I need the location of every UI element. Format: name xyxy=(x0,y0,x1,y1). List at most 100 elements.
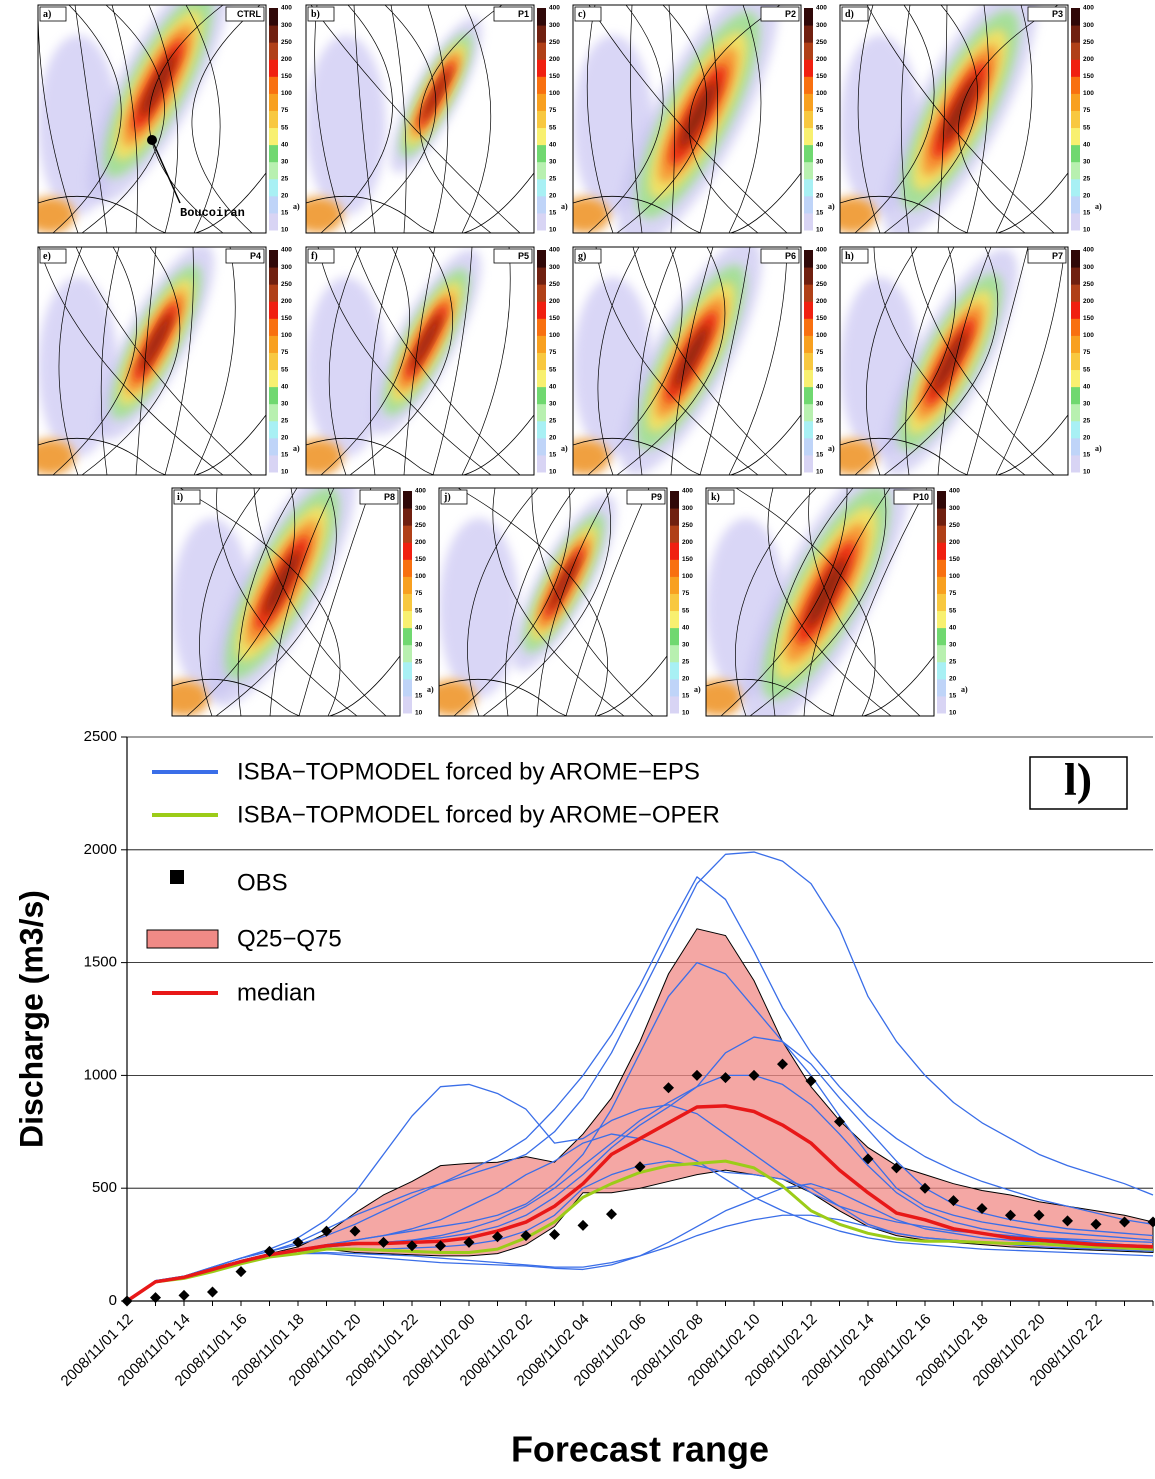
colorbar-cell xyxy=(269,42,278,60)
colorbar-tick: 10 xyxy=(816,469,824,476)
colorbar-cell xyxy=(670,610,679,629)
colorbar-cell xyxy=(670,508,679,526)
colorbar-tick: 20 xyxy=(281,193,289,200)
colorbar-cell xyxy=(1071,42,1080,60)
colorbar-tick: 75 xyxy=(1083,349,1091,356)
panel-label: e) xyxy=(43,251,51,262)
colorbar-tick: 200 xyxy=(949,539,960,546)
rain-core xyxy=(673,325,709,389)
map-area xyxy=(840,5,1068,233)
colorbar-tick: 250 xyxy=(415,522,426,529)
colorbar-cell xyxy=(269,301,278,319)
colorbar-cell xyxy=(403,542,412,560)
colorbar-tick: 20 xyxy=(1083,193,1091,200)
obs-point xyxy=(834,1116,845,1128)
colorbar-tick: 300 xyxy=(549,264,560,271)
obs-point xyxy=(1062,1215,1073,1227)
obs-point xyxy=(862,1153,874,1165)
colorbar-cell xyxy=(537,212,546,231)
rain-west xyxy=(306,35,386,215)
obs-point xyxy=(349,1225,361,1237)
median-line xyxy=(126,1104,1154,1303)
colorbar-tick: 300 xyxy=(816,22,827,29)
colorbar-tick: 150 xyxy=(415,556,426,563)
colorbar-note: a) xyxy=(293,444,300,453)
colorbar-cell xyxy=(670,559,679,577)
colorbar-tick: 300 xyxy=(949,505,960,512)
colorbar-tick: 250 xyxy=(281,281,292,288)
colorbar-tick: 250 xyxy=(549,39,560,46)
map-frame xyxy=(572,246,802,476)
colorbar-cell xyxy=(537,267,546,285)
colorbar-tick: 40 xyxy=(682,624,690,631)
colorbar-tick: 75 xyxy=(816,107,824,114)
colorbar-tick: 30 xyxy=(1083,158,1091,165)
colorbar-tick: 15 xyxy=(682,693,690,700)
colorbar-cell xyxy=(537,335,546,353)
colorbar-cell xyxy=(537,93,546,111)
colorbar-cell xyxy=(670,525,679,543)
run-label: P6 xyxy=(785,251,796,261)
colorbar-note: a) xyxy=(828,202,835,211)
colorbar-note: a) xyxy=(293,202,300,211)
colorbar-cell xyxy=(1071,144,1080,163)
colorbar-tick: 40 xyxy=(1083,141,1091,148)
oper-line xyxy=(126,1159,1154,1303)
y-tick-label: 2000 xyxy=(84,841,117,858)
colorbar-tick: 40 xyxy=(816,141,824,148)
station-label: Boucoiran xyxy=(180,206,245,220)
colorbar-tick: 400 xyxy=(949,488,960,495)
colorbar-tick: 40 xyxy=(281,383,289,390)
colorbar-cell xyxy=(804,161,813,180)
colorbar-tick: 300 xyxy=(281,264,292,271)
colorbar-tick: 15 xyxy=(816,210,824,217)
colorbar-cell xyxy=(537,8,546,26)
colorbar-tick: 15 xyxy=(1083,452,1091,459)
map-frame xyxy=(839,246,1069,476)
colorbar-cell xyxy=(537,420,546,439)
colorbar-cell xyxy=(670,542,679,560)
colorbar-cell xyxy=(804,110,813,129)
colorbar-cell xyxy=(804,420,813,439)
colorbar-cell xyxy=(269,420,278,439)
obs-point xyxy=(435,1240,446,1252)
colorbar-cell xyxy=(403,644,412,663)
rain-west xyxy=(38,277,118,457)
colorbar-cell xyxy=(937,559,946,577)
colorbar-cell xyxy=(403,508,412,526)
colorbar-tick: 150 xyxy=(949,556,960,563)
obs-point xyxy=(292,1236,304,1248)
y-tick-label: 500 xyxy=(92,1179,117,1196)
colorbar-cell xyxy=(269,195,278,214)
colorbar-tick: 400 xyxy=(549,247,560,254)
map-panel: a) CTRL 10 15 20 25 30 40 55 75 100 150 200 250 300 400… xyxy=(37,4,300,234)
colorbar-tick: 400 xyxy=(1083,5,1094,12)
obs-point xyxy=(492,1231,503,1243)
map-frame xyxy=(305,4,535,234)
colorbar-tick: 100 xyxy=(816,332,827,339)
colorbar-tick: 150 xyxy=(816,73,827,80)
colorbar-cell xyxy=(1071,195,1080,214)
colorbar-tick: 40 xyxy=(281,141,289,148)
map-area xyxy=(306,247,534,475)
colorbar-cell xyxy=(269,454,278,473)
borders xyxy=(38,247,253,475)
y-tick-label: 1000 xyxy=(84,1066,117,1083)
obs-point xyxy=(1005,1209,1016,1221)
rain-core xyxy=(679,80,717,150)
colorbar-tick: 10 xyxy=(549,227,557,234)
colorbar-cell xyxy=(269,403,278,422)
colorbar-cell xyxy=(269,318,278,336)
colorbar-tick: 30 xyxy=(281,400,289,407)
map-area xyxy=(306,5,534,233)
colorbar-cell xyxy=(403,627,412,646)
colorbar-cell xyxy=(1071,127,1080,146)
run-label: P4 xyxy=(250,251,261,261)
colorbar-cell xyxy=(670,593,679,612)
rain-core xyxy=(140,53,176,117)
colorbar-tick: 250 xyxy=(1083,39,1094,46)
colorbar-tick: 250 xyxy=(549,281,560,288)
coast xyxy=(840,172,1068,233)
rain-sw xyxy=(38,197,75,233)
coast xyxy=(172,655,400,716)
